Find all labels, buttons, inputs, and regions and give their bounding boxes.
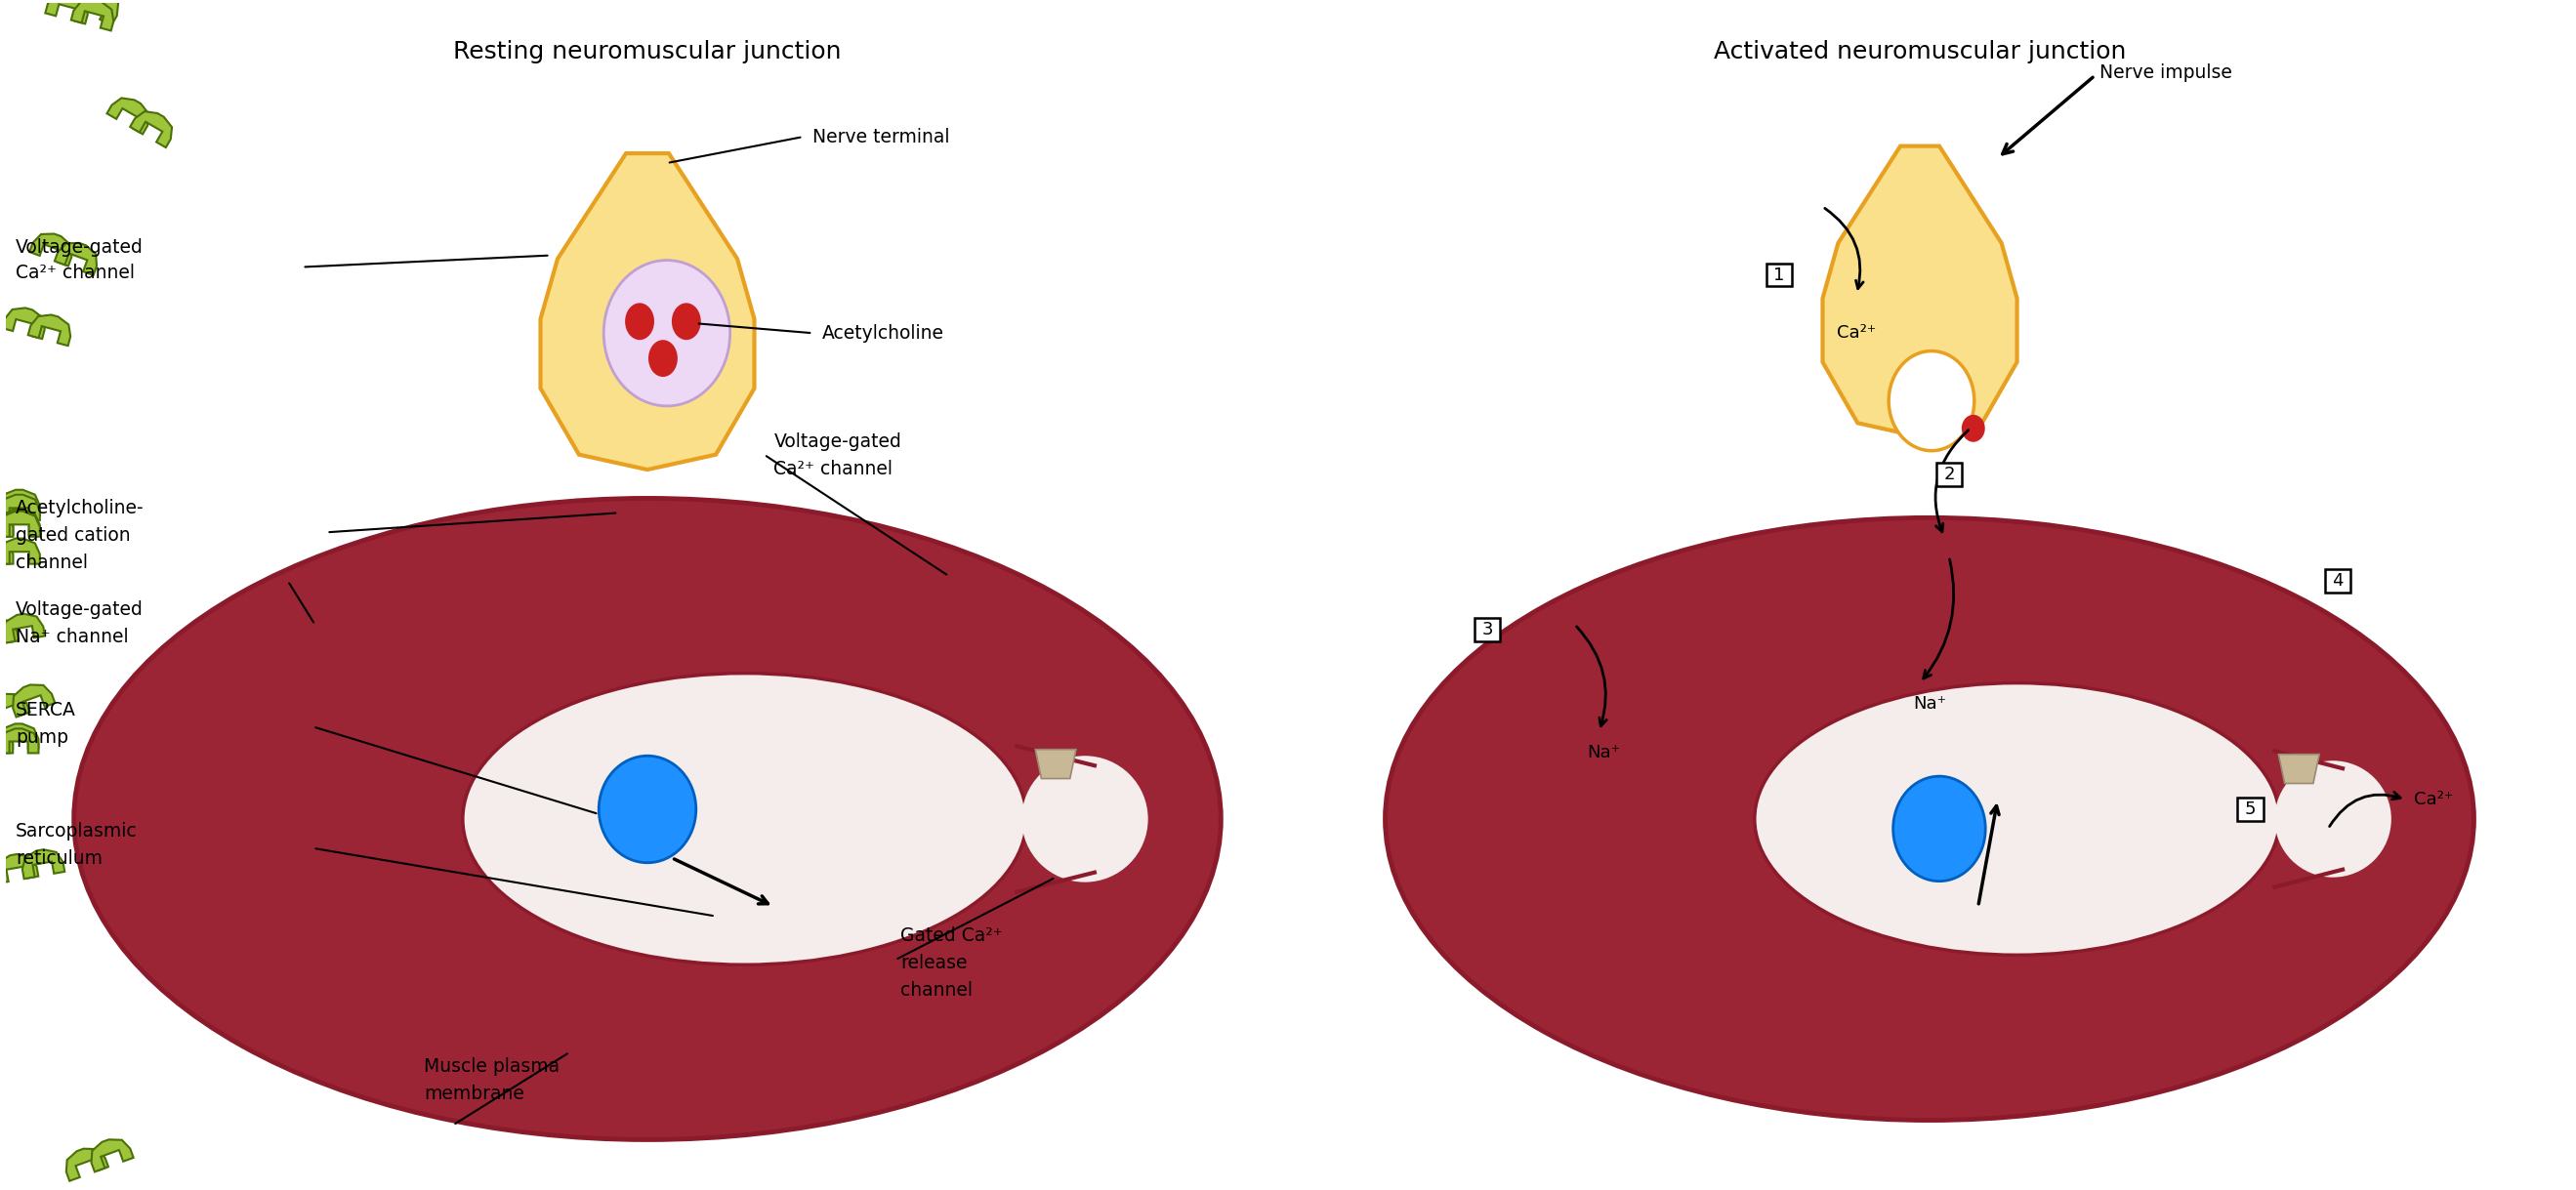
Text: 3: 3 — [1481, 621, 1494, 638]
Polygon shape — [0, 538, 39, 564]
Ellipse shape — [464, 674, 1025, 965]
Ellipse shape — [672, 303, 701, 340]
Text: channel: channel — [15, 553, 88, 571]
Polygon shape — [0, 509, 39, 534]
FancyArrowPatch shape — [1824, 208, 1862, 289]
Polygon shape — [541, 154, 755, 470]
Text: Muscle plasma: Muscle plasma — [425, 1058, 559, 1076]
Ellipse shape — [626, 303, 654, 340]
Polygon shape — [46, 0, 88, 24]
Ellipse shape — [649, 340, 677, 377]
Text: membrane: membrane — [425, 1085, 526, 1103]
Text: pump: pump — [15, 728, 70, 746]
FancyBboxPatch shape — [1767, 263, 1793, 287]
Text: Voltage-gated: Voltage-gated — [15, 601, 144, 619]
Text: SERCA: SERCA — [15, 701, 77, 720]
Polygon shape — [0, 490, 13, 515]
Text: 2: 2 — [1942, 465, 1955, 483]
Polygon shape — [1036, 750, 1077, 778]
Text: Ca²⁺ channel: Ca²⁺ channel — [773, 459, 894, 478]
FancyBboxPatch shape — [2326, 569, 2349, 593]
FancyBboxPatch shape — [1937, 463, 1963, 486]
FancyBboxPatch shape — [2239, 797, 2264, 821]
Polygon shape — [67, 0, 118, 26]
Polygon shape — [0, 854, 39, 883]
Polygon shape — [106, 98, 149, 134]
Polygon shape — [3, 614, 44, 643]
Text: Nerve impulse: Nerve impulse — [2099, 63, 2233, 82]
Polygon shape — [0, 495, 39, 520]
Ellipse shape — [75, 499, 1221, 1140]
Text: Ca²⁺: Ca²⁺ — [2414, 791, 2452, 808]
Polygon shape — [1824, 146, 2017, 437]
Text: Activated neuromuscular junction: Activated neuromuscular junction — [1713, 39, 2125, 63]
Polygon shape — [28, 315, 70, 346]
Text: Na⁺ channel: Na⁺ channel — [15, 628, 129, 646]
Polygon shape — [0, 490, 39, 515]
Polygon shape — [41, 0, 90, 10]
Text: 4: 4 — [2331, 572, 2344, 590]
Ellipse shape — [1754, 683, 2280, 956]
Ellipse shape — [2275, 760, 2391, 877]
Text: Resting neuromuscular junction: Resting neuromuscular junction — [453, 39, 842, 63]
Ellipse shape — [1963, 415, 1986, 441]
Text: Na⁺: Na⁺ — [1587, 744, 1620, 762]
Ellipse shape — [603, 261, 729, 406]
Polygon shape — [28, 233, 72, 267]
FancyBboxPatch shape — [1473, 618, 1499, 641]
Text: Na⁺: Na⁺ — [1914, 695, 1945, 713]
Text: Nerve terminal: Nerve terminal — [811, 127, 951, 146]
Polygon shape — [0, 619, 18, 647]
Ellipse shape — [1888, 351, 1973, 451]
Polygon shape — [72, 0, 113, 31]
Polygon shape — [0, 724, 13, 749]
Polygon shape — [90, 1140, 134, 1172]
Polygon shape — [2280, 754, 2318, 783]
Text: Acetylcholine-: Acetylcholine- — [15, 499, 144, 518]
FancyArrowPatch shape — [1924, 559, 1953, 678]
Polygon shape — [54, 243, 98, 275]
FancyArrowPatch shape — [1577, 627, 1607, 726]
Text: gated cation: gated cation — [15, 526, 131, 545]
FancyArrowPatch shape — [1935, 430, 1968, 532]
Text: Sarcoplasmic: Sarcoplasmic — [15, 822, 137, 841]
Text: 5: 5 — [2244, 801, 2257, 818]
Polygon shape — [0, 512, 39, 537]
Polygon shape — [0, 495, 13, 520]
Text: release: release — [899, 953, 966, 972]
Ellipse shape — [1386, 518, 2473, 1120]
Polygon shape — [13, 684, 54, 718]
Polygon shape — [0, 728, 13, 753]
Polygon shape — [0, 694, 31, 726]
Text: Voltage-gated: Voltage-gated — [773, 433, 902, 451]
Ellipse shape — [1023, 756, 1149, 882]
Text: Voltage-gated: Voltage-gated — [15, 238, 144, 257]
Polygon shape — [3, 308, 44, 339]
Polygon shape — [0, 512, 13, 537]
Polygon shape — [0, 728, 39, 753]
Polygon shape — [129, 112, 173, 148]
Text: 1: 1 — [1772, 267, 1785, 283]
Text: Ca²⁺: Ca²⁺ — [1837, 325, 1875, 342]
Text: channel: channel — [899, 981, 971, 1000]
Ellipse shape — [598, 756, 696, 863]
Polygon shape — [0, 538, 13, 564]
Text: Ca²⁺ channel: Ca²⁺ channel — [15, 264, 134, 282]
Ellipse shape — [1893, 776, 1986, 881]
Text: reticulum: reticulum — [15, 850, 103, 869]
Polygon shape — [0, 509, 13, 534]
Polygon shape — [67, 1148, 108, 1180]
Text: Acetylcholine: Acetylcholine — [822, 324, 945, 343]
Polygon shape — [0, 724, 39, 749]
FancyArrowPatch shape — [2329, 793, 2401, 826]
Polygon shape — [23, 850, 64, 878]
Text: Gated Ca²⁺: Gated Ca²⁺ — [899, 926, 1002, 945]
